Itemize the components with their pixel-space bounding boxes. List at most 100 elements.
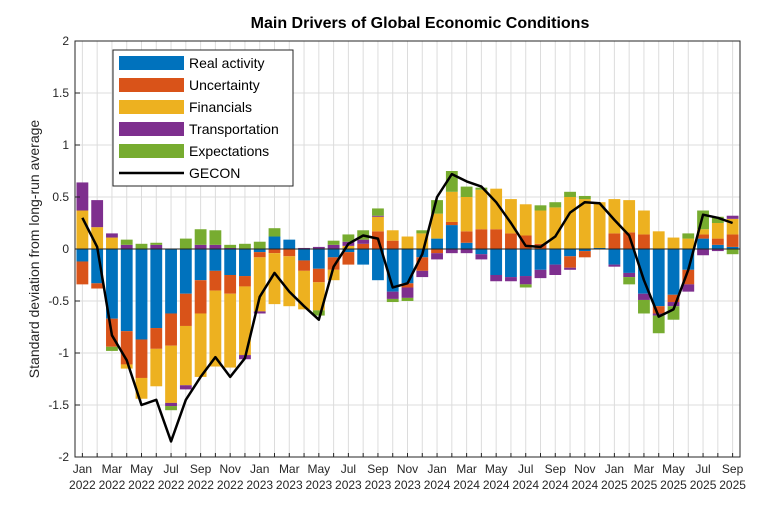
chart-title: Main Drivers of Global Economic Conditio… — [251, 15, 590, 32]
bars — [76, 171, 739, 411]
x-tick-month-label: Nov — [397, 462, 418, 476]
x-tick-year-label: 2024 — [512, 478, 539, 492]
x-tick-month-label: Jul — [695, 462, 710, 476]
bar-real-activity — [298, 249, 310, 261]
bar-uncertainty — [239, 276, 251, 287]
bar-real-activity — [327, 249, 340, 258]
legend-swatch-real-activity — [119, 56, 184, 70]
bar-real-activity — [106, 249, 118, 319]
bar-uncertainty — [445, 221, 458, 226]
bar-real-activity — [711, 244, 724, 249]
bar-real-activity — [401, 249, 414, 284]
x-tick-month-label: Jul — [163, 462, 178, 476]
bar-financials — [386, 230, 399, 241]
bar-real-activity — [165, 249, 177, 314]
bar-financials — [239, 286, 251, 356]
bar-real-activity — [239, 249, 251, 277]
bar-financials — [490, 188, 503, 230]
bar-uncertainty — [91, 283, 104, 289]
bar-uncertainty — [357, 243, 370, 249]
bar-financials — [120, 364, 133, 369]
y-axis-ticks: -2 -1.5 -1 -0.5 0 0.5 1 1.5 2 — [48, 34, 80, 464]
bar-expectations — [194, 229, 207, 245]
x-tick-year-label: 2023 — [394, 478, 421, 492]
bar-expectations — [106, 346, 118, 351]
bar-uncertainty — [431, 249, 443, 254]
y-tick-label: 0.5 — [52, 190, 69, 204]
bar-financials — [638, 210, 650, 235]
bar-expectations — [268, 228, 281, 237]
x-tick-month-label: Mar — [102, 462, 123, 476]
y-tick-label: 1.5 — [52, 86, 69, 100]
bar-transportation — [312, 246, 325, 249]
bar-real-activity — [372, 249, 384, 281]
bar-real-activity — [357, 249, 370, 265]
bar-real-activity — [194, 249, 207, 281]
bar-financials — [327, 269, 340, 281]
bar-uncertainty — [135, 339, 148, 378]
bar-financials — [165, 345, 177, 403]
bar-expectations — [460, 186, 473, 197]
x-tick-year-label: 2023 — [246, 478, 273, 492]
legend-swatch-transportation — [119, 122, 184, 136]
bar-transportation — [224, 247, 237, 249]
bar-uncertainty — [209, 270, 222, 291]
x-tick-year-label: 2022 — [187, 478, 214, 492]
bar-real-activity — [342, 249, 355, 253]
bar-uncertainty — [283, 249, 296, 257]
y-tick-label: -0.5 — [48, 294, 69, 308]
bar-expectations — [120, 239, 133, 245]
bar-real-activity — [283, 239, 296, 249]
x-tick-month-label: Sep — [545, 462, 567, 476]
legend-swatch-expectations — [119, 144, 184, 158]
bar-financials — [505, 199, 517, 234]
bar-uncertainty — [697, 234, 709, 239]
bar-real-activity — [564, 249, 576, 257]
legend-swatch-uncertainty — [119, 78, 184, 92]
bar-financials — [224, 293, 237, 368]
bar-uncertainty — [120, 331, 133, 365]
gecon-line — [81, 172, 734, 443]
y-tick-label: 0 — [62, 242, 69, 256]
x-tick-month-label: May — [662, 462, 685, 476]
bar-expectations — [578, 195, 591, 200]
bar-financials — [682, 238, 695, 249]
bar-transportation — [505, 277, 517, 282]
bar-uncertainty — [416, 257, 429, 271]
x-tick-month-label: Jul — [518, 462, 533, 476]
bar-uncertainty — [682, 269, 695, 285]
bar-uncertainty — [667, 294, 680, 303]
bar-financials — [283, 256, 296, 307]
x-tick-year-label: 2022 — [99, 478, 126, 492]
bar-financials — [298, 270, 310, 310]
bar-uncertainty — [224, 275, 237, 294]
y-tick-label: -1.5 — [48, 398, 69, 412]
bar-uncertainty — [312, 268, 325, 283]
bar-uncertainty — [608, 233, 621, 249]
bar-financials — [445, 191, 458, 222]
bar-real-activity — [431, 238, 443, 249]
bar-expectations — [179, 238, 192, 249]
y-axis-label: Standard deviation from long-run average — [26, 120, 42, 379]
x-tick-month-label: Jan — [605, 462, 624, 476]
bar-transportation — [150, 244, 163, 249]
x-tick-year-label: 2025 — [660, 478, 687, 492]
bar-uncertainty — [564, 256, 576, 268]
x-tick-month-label: May — [130, 462, 153, 476]
bar-real-activity — [209, 249, 222, 271]
bar-uncertainty — [194, 280, 207, 314]
x-tick-month-label: Jan — [250, 462, 269, 476]
bar-transportation — [372, 215, 384, 217]
bar-transportation — [534, 269, 547, 279]
bar-expectations — [534, 205, 547, 211]
bar-expectations — [623, 277, 636, 285]
bar-real-activity — [682, 249, 695, 270]
bar-uncertainty — [298, 260, 310, 271]
legend-label: Expectations — [189, 143, 269, 159]
bar-real-activity — [652, 249, 665, 307]
x-tick-year-label: 2023 — [365, 478, 392, 492]
bar-real-activity — [505, 249, 517, 278]
bar-expectations — [312, 310, 325, 316]
bar-transportation — [490, 275, 503, 282]
